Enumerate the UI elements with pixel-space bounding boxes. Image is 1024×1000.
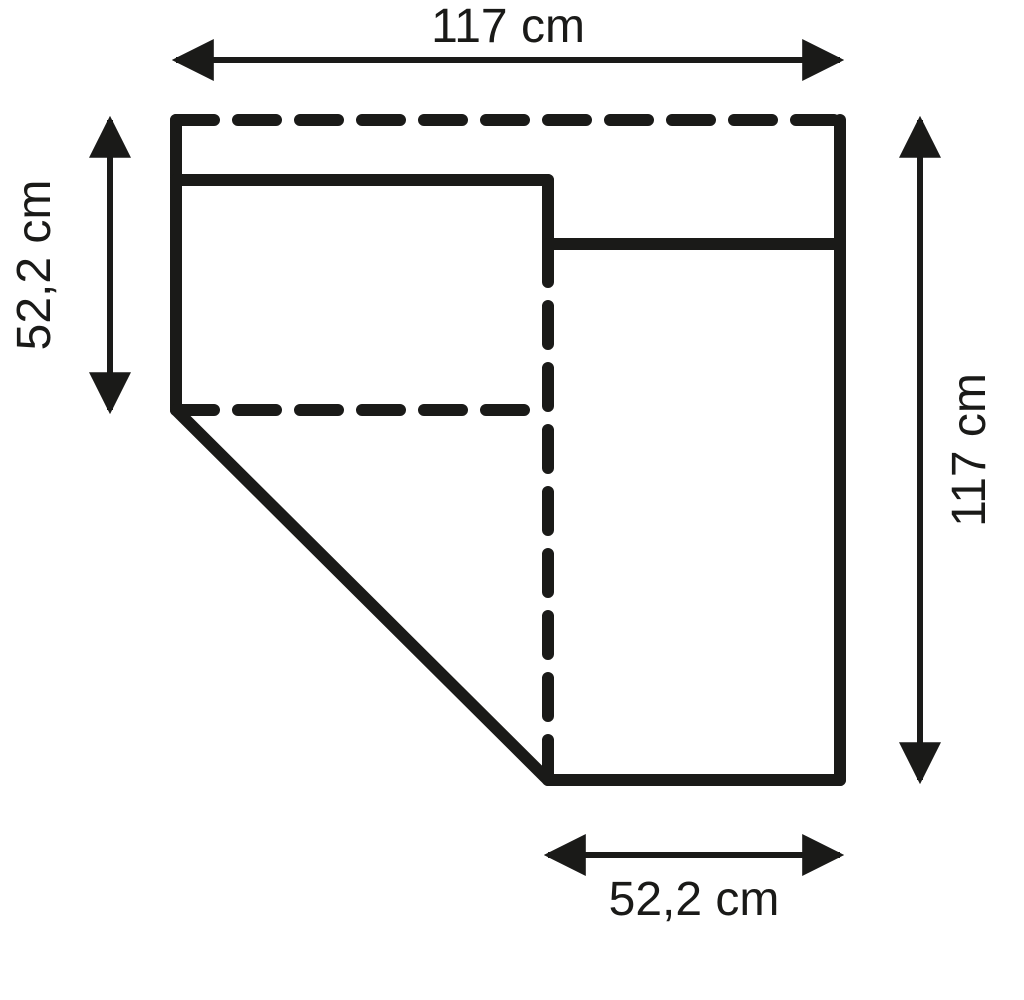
- dim-label-right: 117 cm: [943, 373, 996, 527]
- dim-label-top: 117 cm: [431, 0, 585, 53]
- dim-label-bottom: 52,2 cm: [609, 873, 780, 926]
- dimension-diagram: 117 cm 52,2 cm 52,2 cm 117 cm: [0, 0, 1024, 1000]
- dim-label-left: 52,2 cm: [8, 180, 61, 351]
- plan-shape: [176, 120, 840, 780]
